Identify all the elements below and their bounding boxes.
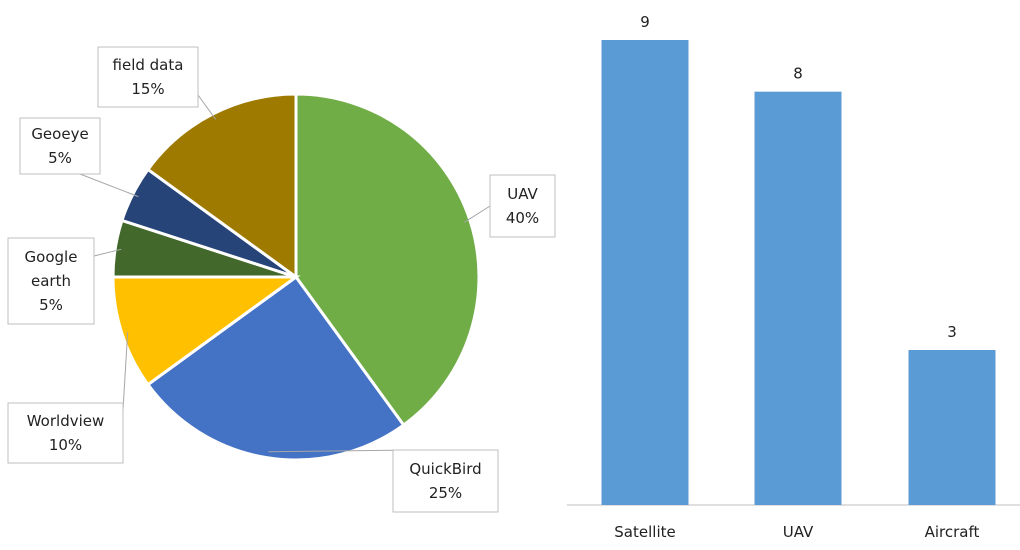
- leader-line-google-earth: [93, 248, 122, 257]
- slice-label-uav: UAV: [507, 185, 538, 203]
- callout-box-field-data: [97, 46, 199, 108]
- slice-label-worldview: 10%: [49, 436, 82, 454]
- pie-chart: UAV 40% QuickBird 25% Worldview 10% Google eart…: [7, 46, 556, 513]
- leader-line-uav: [464, 205, 491, 223]
- pie-slice-quickbird: [145, 274, 406, 462]
- slice-label-geoeye: 5%: [48, 149, 72, 167]
- leader-line-worldview: [122, 331, 129, 411]
- slice-label-google-earth: 5%: [39, 296, 63, 314]
- pie-slice-uav: [294, 92, 481, 428]
- bar-value-label-aircraft: 3: [947, 323, 957, 341]
- callout-box-google-earth: [7, 237, 95, 325]
- category-label-aircraft: Aircraft: [925, 523, 980, 541]
- bar-chart: 9 Satellite 8 UAV 3 Aircraft: [567, 13, 1020, 541]
- callout-box-uav: [489, 174, 556, 238]
- bar-value-label-satellite: 9: [640, 13, 650, 31]
- bar-uav: [754, 91, 842, 506]
- slice-label-worldview: Worldview: [27, 412, 105, 430]
- leader-line-geoeye: [79, 173, 139, 198]
- slice-label-field-data: field data: [113, 56, 184, 74]
- callout-box-geoeye: [19, 117, 101, 175]
- pie-slice-worldview: [111, 275, 301, 387]
- slice-label-google-earth: Google: [25, 248, 78, 266]
- slice-label-uav: 40%: [506, 209, 539, 227]
- bar-satellite: [601, 40, 689, 505]
- bar-value-label-uav: 8: [793, 65, 803, 83]
- category-label-satellite: Satellite: [614, 523, 675, 541]
- slice-label-field-data: 15%: [131, 80, 164, 98]
- bar-aircraft: [908, 350, 996, 505]
- slice-label-geoeye: Geoeye: [31, 125, 88, 143]
- slice-label-quickbird: 25%: [429, 484, 462, 502]
- slice-label-google-earth: earth: [31, 272, 71, 290]
- category-label-uav: UAV: [783, 523, 814, 541]
- callout-box-worldview: [7, 402, 124, 464]
- leader-line-quickbird: [268, 449, 413, 453]
- pie-slice-field-data: [145, 92, 298, 280]
- callout-box-quickbird: [392, 449, 499, 513]
- leader-line-field-data: [197, 94, 217, 120]
- slice-label-quickbird: QuickBird: [409, 460, 481, 478]
